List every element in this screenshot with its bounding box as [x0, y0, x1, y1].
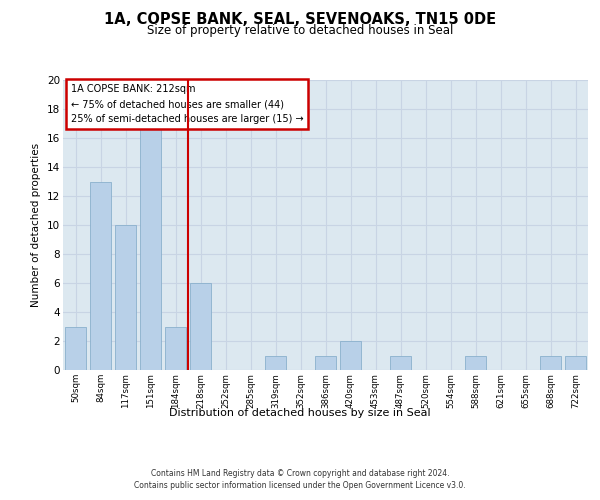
Bar: [65, 326, 86, 370]
Bar: [315, 356, 336, 370]
Bar: [165, 326, 186, 370]
Bar: [565, 356, 586, 370]
Text: Size of property relative to detached houses in Seal: Size of property relative to detached ho…: [147, 24, 453, 37]
Text: Distribution of detached houses by size in Seal: Distribution of detached houses by size …: [169, 408, 431, 418]
Bar: [115, 225, 136, 370]
Bar: [90, 182, 111, 370]
Y-axis label: Number of detached properties: Number of detached properties: [31, 143, 41, 307]
Bar: [340, 341, 361, 370]
Text: Contains HM Land Registry data © Crown copyright and database right 2024.
Contai: Contains HM Land Registry data © Crown c…: [134, 469, 466, 490]
Bar: [140, 109, 161, 370]
Bar: [390, 356, 411, 370]
Bar: [540, 356, 561, 370]
Bar: [465, 356, 486, 370]
Bar: [265, 356, 286, 370]
Text: 1A COPSE BANK: 212sqm
← 75% of detached houses are smaller (44)
25% of semi-deta: 1A COPSE BANK: 212sqm ← 75% of detached …: [71, 84, 304, 124]
Bar: [190, 283, 211, 370]
Text: 1A, COPSE BANK, SEAL, SEVENOAKS, TN15 0DE: 1A, COPSE BANK, SEAL, SEVENOAKS, TN15 0D…: [104, 12, 496, 28]
